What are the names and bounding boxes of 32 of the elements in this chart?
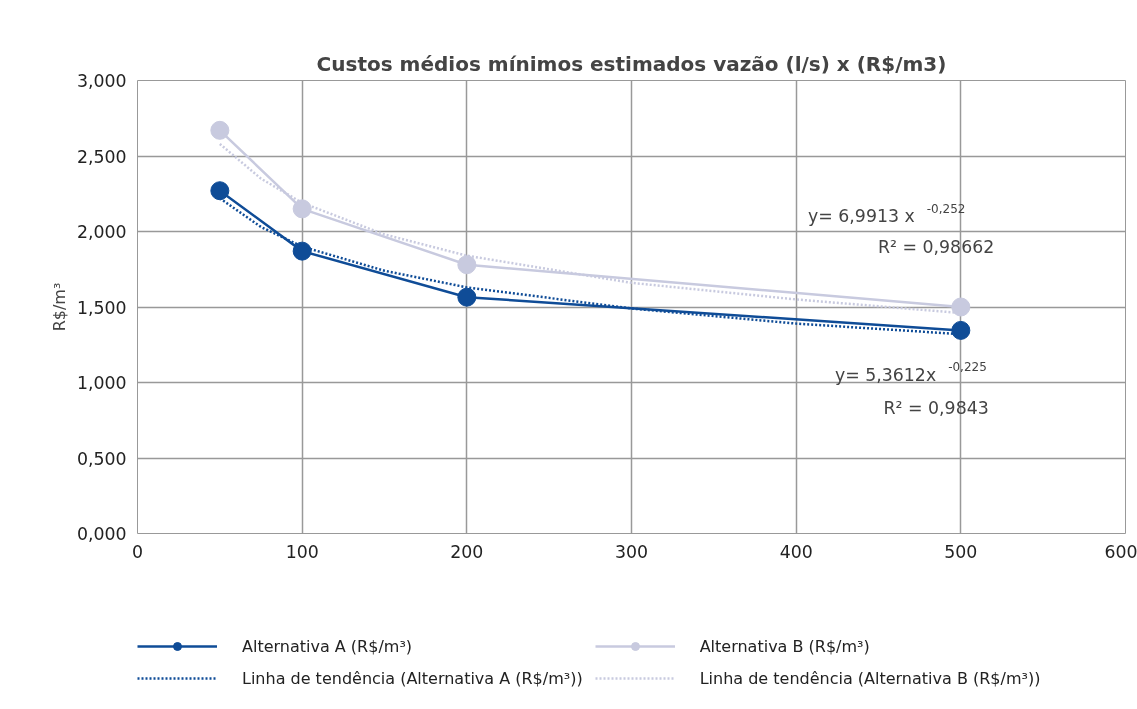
y-tick-label: 2,500 bbox=[76, 146, 127, 167]
y-tick-label: 1,000 bbox=[76, 373, 127, 393]
x-tick-label: 200 bbox=[450, 541, 484, 562]
y-tick-label: 0,000 bbox=[76, 524, 127, 544]
point bbox=[457, 255, 477, 275]
point bbox=[292, 241, 312, 261]
legend-label: Linha de tendência (Alternativa B (R$/m³)) bbox=[699, 668, 1041, 688]
y-tick-label: 0,500 bbox=[76, 448, 127, 469]
x-tick-label: 500 bbox=[944, 541, 978, 562]
point bbox=[951, 320, 971, 340]
annotation: R² = 0,9843 bbox=[883, 398, 989, 419]
legend-label: Alternativa B (R$/m³) bbox=[699, 636, 871, 656]
chart-title: Custos médios mínimos estimados vazão (l/s) x (R$/m3) bbox=[316, 51, 947, 76]
annotation: y= 6,9913 x -0,252 bbox=[808, 201, 966, 227]
legend-label: Alternativa A (R$/m³) bbox=[242, 636, 414, 656]
y-axis-title: R$/m³ bbox=[49, 282, 69, 332]
x-tick-label: 600 bbox=[1104, 541, 1137, 562]
annotation: y= 5,3612x -0,225 bbox=[834, 360, 987, 385]
point bbox=[210, 120, 230, 140]
x-tick-label: 0 bbox=[131, 541, 144, 562]
x-tick-label: 400 bbox=[779, 541, 813, 562]
legend-label: Linha de tendência (Alternativa A (R$/m³)) bbox=[242, 668, 583, 688]
y-tick-label: 3,000 bbox=[76, 71, 127, 91]
point bbox=[292, 199, 312, 219]
x-tick-label: 300 bbox=[614, 541, 649, 562]
point bbox=[210, 181, 230, 201]
x-tick-label: 100 bbox=[285, 541, 319, 562]
point bbox=[457, 287, 477, 307]
point bbox=[951, 297, 971, 317]
y-tick-label: 1,500 bbox=[76, 297, 127, 318]
y-tick-label: 2,000 bbox=[76, 222, 127, 242]
annotation: R² = 0,98662 bbox=[878, 236, 995, 257]
